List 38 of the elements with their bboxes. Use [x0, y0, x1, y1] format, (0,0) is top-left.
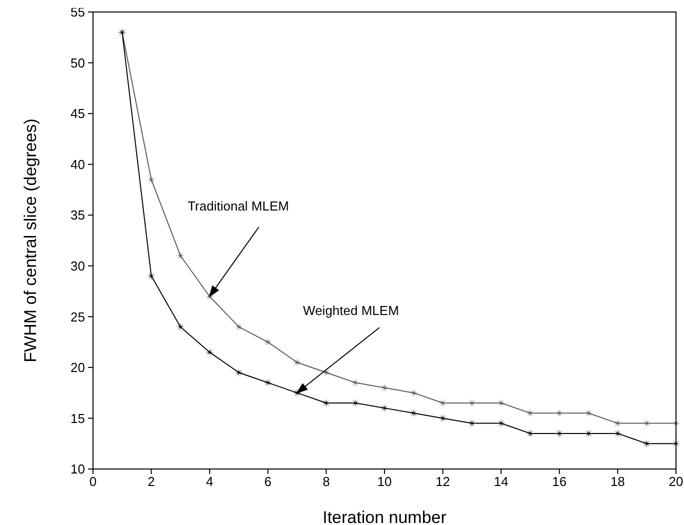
y-tick-label: 20	[70, 360, 85, 376]
y-tick-label: 50	[70, 55, 85, 70]
point	[438, 414, 448, 423]
x-tick-label: 2	[148, 474, 155, 490]
y-tick-label: 30	[70, 258, 85, 274]
x-tick-label: 0	[89, 474, 97, 490]
x-tick-label: 20	[668, 474, 684, 490]
point	[176, 322, 185, 332]
x-tick-label: 10	[377, 474, 392, 490]
point	[350, 378, 360, 388]
point	[380, 383, 389, 392]
point	[205, 348, 214, 357]
point	[409, 408, 418, 418]
y-tick-label: 25	[70, 309, 85, 324]
y-tick-label: 55	[70, 4, 85, 20]
y-tick-label: 15	[70, 410, 85, 426]
point	[409, 388, 418, 398]
y-tick-label: 40	[70, 156, 85, 172]
x-tick-label: 12	[436, 474, 450, 490]
x-tick-label: 6	[264, 474, 272, 490]
y-tick-label: 45	[70, 106, 85, 122]
point	[146, 272, 156, 281]
x-axis-title: Iteration number	[322, 508, 447, 525]
annotation: Weighted MLEM	[303, 302, 399, 318]
x-tick-label: 18	[610, 474, 625, 490]
point	[263, 378, 272, 388]
x-tick-label: 14	[494, 474, 508, 490]
y-tick-label: 10	[70, 462, 85, 477]
y-axis-title: FWHM of central slice (degrees)	[21, 118, 40, 362]
x-tick-label: 16	[552, 474, 567, 490]
x-tick-label: 8	[322, 474, 330, 490]
annotation: Traditional MLEM	[188, 198, 289, 214]
x-tick-label: 4	[206, 474, 214, 490]
point	[146, 175, 156, 184]
point	[176, 251, 185, 260]
point	[234, 368, 244, 378]
point	[234, 322, 244, 332]
y-tick-label: 35	[70, 208, 85, 223]
